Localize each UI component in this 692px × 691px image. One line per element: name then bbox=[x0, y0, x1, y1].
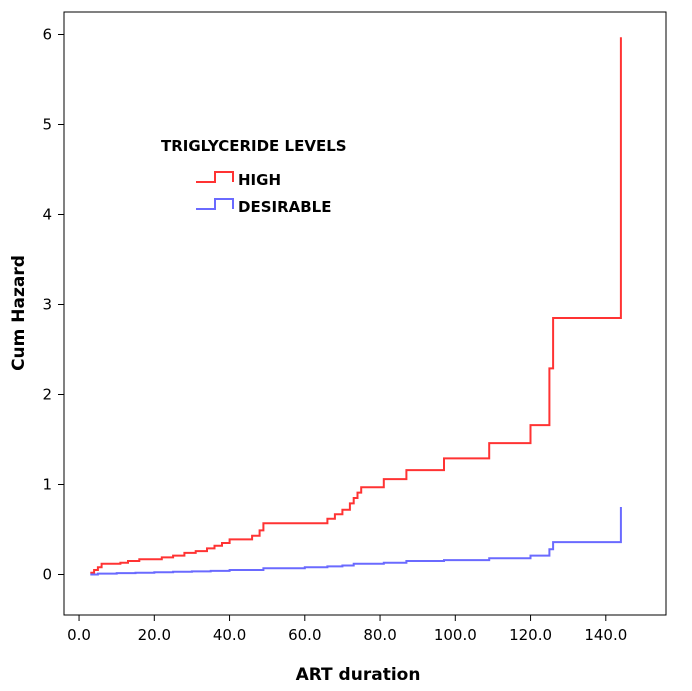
legend-label-high: HIGH bbox=[238, 171, 281, 189]
x-tick-label: 140.0 bbox=[584, 626, 627, 644]
series-line-desirable bbox=[90, 507, 622, 576]
x-tick-label: 120.0 bbox=[509, 626, 552, 644]
y-tick-label: 6 bbox=[42, 26, 52, 44]
y-tick-label: 2 bbox=[42, 386, 52, 404]
x-tick-label: 20.0 bbox=[138, 626, 171, 644]
series-line-high bbox=[90, 37, 622, 574]
legend-title: TRIGLYCERIDE LEVELS bbox=[161, 137, 347, 155]
legend-swatch-high bbox=[196, 171, 234, 183]
x-tick-label: 80.0 bbox=[363, 626, 396, 644]
x-axis: 0.0 20.0 40.0 60.0 80.0 100.0 120.0 140.0 bbox=[67, 615, 627, 644]
legend-label-desirable: DESIRABLE bbox=[238, 198, 331, 216]
legend: TRIGLYCERIDE LEVELS HIGH DESIRABLE bbox=[161, 137, 347, 216]
y-tick-label: 3 bbox=[42, 296, 52, 314]
legend-swatch-desirable bbox=[196, 198, 234, 210]
y-tick-label: 4 bbox=[42, 206, 52, 224]
x-tick-label: 0.0 bbox=[67, 626, 91, 644]
x-tick-label: 100.0 bbox=[434, 626, 477, 644]
plot-frame bbox=[63, 11, 667, 616]
y-tick-label: 5 bbox=[42, 116, 52, 134]
x-tick-label: 40.0 bbox=[213, 626, 246, 644]
y-axis-title: Cum Hazard bbox=[9, 255, 29, 371]
y-axis: 0 1 2 3 4 5 6 bbox=[42, 26, 64, 584]
x-axis-title: ART duration bbox=[296, 665, 421, 685]
x-tick-label: 60.0 bbox=[288, 626, 321, 644]
y-tick-label: 1 bbox=[42, 476, 52, 494]
series-layer bbox=[90, 37, 622, 576]
y-tick-label: 0 bbox=[42, 566, 52, 584]
